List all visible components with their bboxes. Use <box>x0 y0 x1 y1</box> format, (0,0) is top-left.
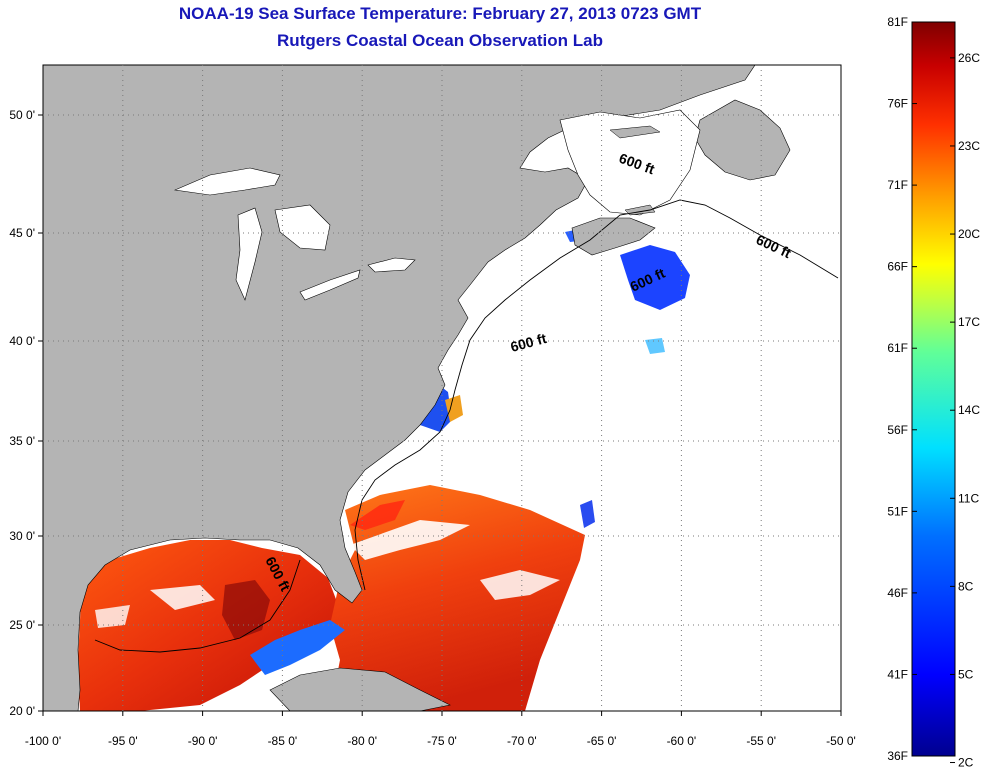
lat-tick-label: 30 0' <box>9 529 35 543</box>
colorbar-f-label: 81F <box>887 15 908 29</box>
lon-tick-label: -70 0' <box>507 734 537 748</box>
colorbar-c-label: 14C <box>958 403 980 417</box>
cloud-band-3 <box>150 585 215 610</box>
north-america-land <box>43 65 756 711</box>
colorbar-f-label: 41F <box>887 667 908 681</box>
lat-tick-label: 40 0' <box>9 334 35 348</box>
lake-superior <box>173 167 281 196</box>
offshore-cyan-patch <box>645 338 665 354</box>
colorbar-c-label: 8C <box>958 579 974 593</box>
lake-ontario <box>367 257 416 273</box>
colorbar-c-label: 2C <box>958 756 974 770</box>
gulf-stream-red <box>350 500 405 530</box>
lat-tick-label: 35 0' <box>9 434 35 448</box>
colorbar-c-label: 5C <box>958 667 974 681</box>
maritimes-land <box>571 217 656 256</box>
colorbar-c-label: 23C <box>958 139 980 153</box>
florida-cold-patch <box>250 620 345 675</box>
colorbar-c-label: 17C <box>958 315 980 329</box>
cloud-band-4 <box>95 605 130 628</box>
lon-tick-label: -60 0' <box>667 734 697 748</box>
cloud-band-1 <box>350 520 470 560</box>
cloud-band-2 <box>480 570 560 600</box>
lon-tick-label: -50 0' <box>826 734 856 748</box>
colorbar <box>911 21 956 757</box>
nova-scotia-cold-patch <box>620 245 690 310</box>
lon-tick-label: -80 0' <box>347 734 377 748</box>
colorbar-f-label: 36F <box>887 749 908 763</box>
graticule <box>38 65 842 716</box>
colorbar-f-label: 56F <box>887 423 908 437</box>
isobath-600ft-gulf <box>94 559 301 653</box>
lon-tick-label: -55 0' <box>746 734 776 748</box>
colorbar-ticks: 81F 76F 71F 66F 61F 56F 51F 46F 41F 36F 26C 23C 20C 1… <box>887 15 980 770</box>
lon-tick-label: -90 0' <box>188 734 218 748</box>
cuba-land <box>269 667 451 711</box>
colorbar-f-label: 76F <box>887 97 908 111</box>
lon-tick-label: -85 0' <box>268 734 298 748</box>
newfoundland-land <box>694 99 791 181</box>
colorbar-f-label: 46F <box>887 586 908 600</box>
gulf-st-lawrence <box>559 109 701 216</box>
lat-tick-label: 25 0' <box>9 618 35 632</box>
axis-tick-labels: -100 0' -95 0' -90 0' -85 0' -80 0' -75 0' -70… <box>9 108 855 748</box>
colorbar-c-label: 26C <box>958 51 980 65</box>
lon-tick-label: -65 0' <box>587 734 617 748</box>
colorbar-f-label: 66F <box>887 260 908 274</box>
lake-huron <box>274 204 331 251</box>
offshore-blue-patch <box>580 500 595 528</box>
map-subtitle: Rutgers Coastal Ocean Observation Lab <box>277 31 603 50</box>
lon-tick-label: -100 0' <box>25 734 61 748</box>
colorbar-c-label: 11C <box>958 491 979 505</box>
lake-michigan <box>235 207 263 301</box>
lat-tick-label: 45 0' <box>9 226 35 240</box>
map-title: NOAA-19 Sea Surface Temperature: Februar… <box>178 4 702 23</box>
midatlantic-warm-patch <box>445 395 463 422</box>
anticosti-island <box>609 125 661 139</box>
lon-tick-label: -95 0' <box>108 734 138 748</box>
lat-tick-label: 20 0' <box>9 704 35 718</box>
colorbar-f-label: 61F <box>887 341 908 355</box>
colorbar-f-label: 51F <box>887 504 908 518</box>
colorbar-f-label: 71F <box>887 178 908 192</box>
isobath-600ft <box>354 199 839 591</box>
lat-tick-label: 50 0' <box>9 108 35 122</box>
lon-tick-label: -75 0' <box>427 734 457 748</box>
colorbar-c-label: 20C <box>958 227 980 241</box>
lake-erie <box>299 269 361 301</box>
